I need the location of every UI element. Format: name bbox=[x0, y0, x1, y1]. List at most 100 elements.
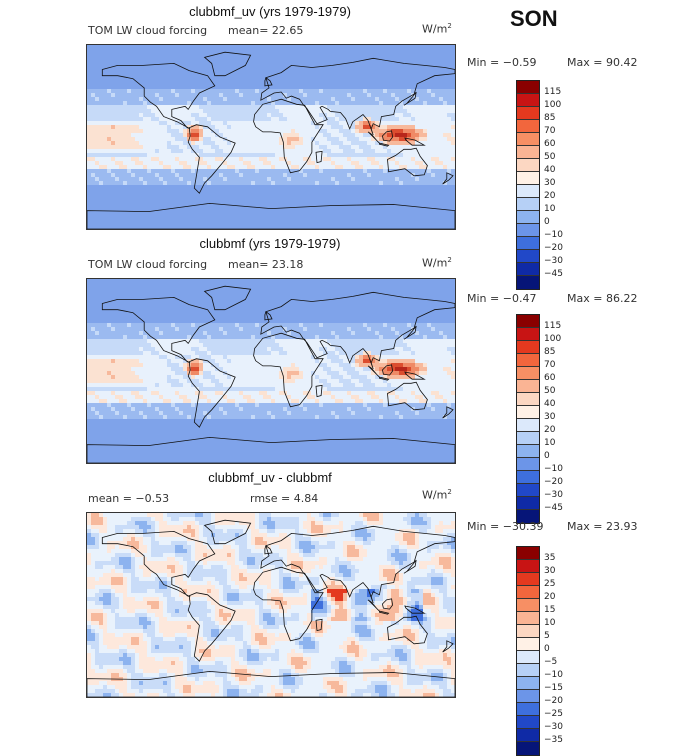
max-value: Max = 86.22 bbox=[567, 292, 637, 305]
colorbar-label: 60 bbox=[544, 139, 555, 149]
panel-title: clubbmf_uv (yrs 1979-1979) bbox=[0, 4, 540, 19]
colorbar-label: −45 bbox=[544, 269, 563, 279]
colorbar-label: 115 bbox=[544, 321, 561, 331]
colorbar-label: −10 bbox=[544, 670, 563, 680]
colorbar-swatch bbox=[517, 250, 539, 263]
colorbar-label: 100 bbox=[544, 334, 561, 344]
colorbar-swatch bbox=[517, 328, 539, 341]
colorbar-label: −15 bbox=[544, 683, 563, 693]
colorbar-swatch bbox=[517, 211, 539, 224]
field-cells bbox=[87, 279, 455, 463]
colorbar-swatch bbox=[517, 638, 539, 651]
colorbar-label: 60 bbox=[544, 373, 555, 383]
colorbar-label: 0 bbox=[544, 451, 550, 461]
colorbar-swatch bbox=[517, 703, 539, 716]
colorbar-swatch bbox=[517, 94, 539, 107]
colorbar-label: 100 bbox=[544, 100, 561, 110]
colorbar-label: 85 bbox=[544, 113, 555, 123]
unit-label: W/m2 bbox=[422, 22, 452, 36]
colorbar-swatch bbox=[517, 146, 539, 159]
max-value: Max = 23.93 bbox=[567, 520, 637, 533]
colorbar-swatch bbox=[517, 120, 539, 133]
colorbar-label: 15 bbox=[544, 605, 555, 615]
colorbar-label: −35 bbox=[544, 735, 563, 745]
colorbar-swatch bbox=[517, 341, 539, 354]
colorbar-label: 5 bbox=[544, 631, 550, 641]
colorbar-label: 20 bbox=[544, 425, 555, 435]
colorbar-label: −45 bbox=[544, 503, 563, 513]
colorbar-swatch bbox=[517, 547, 539, 560]
colorbar-swatch bbox=[517, 367, 539, 380]
colorbar-label: 0 bbox=[544, 217, 550, 227]
colorbar-swatch bbox=[517, 560, 539, 573]
colorbar-swatch bbox=[517, 625, 539, 638]
colorbar-swatch bbox=[517, 419, 539, 432]
colorbar-label: 0 bbox=[544, 644, 550, 654]
colorbar-swatch bbox=[517, 651, 539, 664]
colorbar-label: −10 bbox=[544, 464, 563, 474]
colorbar-swatch bbox=[517, 484, 539, 497]
min-value: Min = −0.59 bbox=[467, 56, 536, 69]
colorbar-label: 10 bbox=[544, 204, 555, 214]
colorbar-swatch bbox=[517, 664, 539, 677]
unit-label: W/m2 bbox=[422, 488, 452, 502]
colorbar-swatch bbox=[517, 432, 539, 445]
variable-label: TOM LW cloud forcing bbox=[88, 258, 207, 271]
colorbar-swatch bbox=[517, 198, 539, 211]
colorbar-label: 70 bbox=[544, 126, 555, 136]
colorbar-swatch bbox=[517, 107, 539, 120]
colorbar-swatch bbox=[517, 497, 539, 510]
colorbar-swatch bbox=[517, 315, 539, 328]
colorbar-swatch bbox=[517, 133, 539, 146]
rmse-value: rmse = 4.84 bbox=[250, 492, 318, 505]
colorbar-label: −20 bbox=[544, 243, 563, 253]
colorbar-swatch bbox=[517, 690, 539, 703]
panel-title: clubbmf (yrs 1979-1979) bbox=[0, 236, 540, 251]
colorbar bbox=[516, 314, 540, 524]
panel-title: clubbmf_uv - clubbmf bbox=[0, 470, 540, 485]
colorbar bbox=[516, 546, 540, 756]
colorbar-swatch bbox=[517, 185, 539, 198]
colorbar-swatch bbox=[517, 677, 539, 690]
variable-label: TOM LW cloud forcing bbox=[88, 24, 207, 37]
colorbar-swatch bbox=[517, 406, 539, 419]
colorbar-swatch bbox=[517, 159, 539, 172]
colorbar-swatch bbox=[517, 445, 539, 458]
colorbar-swatch bbox=[517, 263, 539, 276]
field-cells bbox=[87, 513, 455, 697]
map-plot bbox=[86, 44, 456, 230]
colorbar-label: −30 bbox=[544, 722, 563, 732]
colorbar-swatch bbox=[517, 393, 539, 406]
colorbar-label: 30 bbox=[544, 566, 555, 576]
colorbar-swatch bbox=[517, 742, 539, 755]
colorbar-label: 50 bbox=[544, 152, 555, 162]
colorbar-label: −30 bbox=[544, 490, 563, 500]
colorbar-swatch bbox=[517, 81, 539, 94]
colorbar-label: 40 bbox=[544, 399, 555, 409]
min-value: Min = −30.39 bbox=[467, 520, 543, 533]
colorbar-label: 70 bbox=[544, 360, 555, 370]
colorbar-label: 35 bbox=[544, 553, 555, 563]
colorbar-label: −25 bbox=[544, 709, 563, 719]
colorbar-label: 30 bbox=[544, 412, 555, 422]
colorbar-label: 40 bbox=[544, 165, 555, 175]
field-cells bbox=[87, 45, 455, 229]
colorbar-label: 50 bbox=[544, 386, 555, 396]
mean-value: mean = −0.53 bbox=[88, 492, 169, 505]
colorbar-swatch bbox=[517, 599, 539, 612]
max-value: Max = 90.42 bbox=[567, 56, 637, 69]
colorbar-swatch bbox=[517, 276, 539, 289]
mean-value: mean= 22.65 bbox=[228, 24, 303, 37]
min-value: Min = −0.47 bbox=[467, 292, 536, 305]
colorbar-swatch bbox=[517, 380, 539, 393]
map-plot bbox=[86, 512, 456, 698]
colorbar-label: 20 bbox=[544, 191, 555, 201]
colorbar-label: −30 bbox=[544, 256, 563, 266]
colorbar-swatch bbox=[517, 586, 539, 599]
colorbar-swatch bbox=[517, 573, 539, 586]
colorbar-label: 20 bbox=[544, 592, 555, 602]
colorbar-label: −20 bbox=[544, 477, 563, 487]
colorbar-label: 30 bbox=[544, 178, 555, 188]
colorbar bbox=[516, 80, 540, 290]
colorbar-swatch bbox=[517, 729, 539, 742]
